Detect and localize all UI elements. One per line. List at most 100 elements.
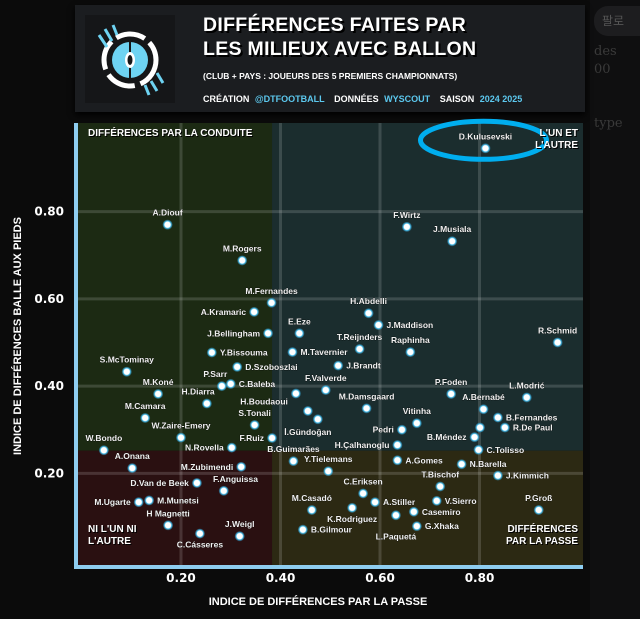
y-tick-label: 0.20 [34, 466, 64, 480]
y-tick-label: 0.60 [34, 292, 64, 306]
data-label: M.Munetsi [157, 495, 199, 505]
data-point [533, 505, 544, 516]
side-text: type [594, 116, 623, 131]
x-tick-label: 0.60 [365, 571, 395, 585]
data-label: P.Sarr [203, 369, 228, 379]
data-point [263, 328, 274, 339]
data-point [401, 221, 412, 232]
data-point [267, 433, 278, 444]
data-point [232, 361, 243, 372]
data-point [469, 432, 480, 443]
data-point [447, 236, 458, 247]
y-tick-label: 0.40 [34, 379, 64, 393]
data-label: G.Xhaka [425, 521, 459, 531]
data-label: K.Rodriguez [327, 514, 377, 524]
data-point [287, 347, 298, 358]
data-point [294, 328, 305, 339]
data-point [306, 505, 317, 516]
data-point [354, 344, 365, 355]
data-point [473, 444, 484, 455]
data-label: H.Diarra [182, 387, 215, 397]
data-label: P.Groß [525, 493, 552, 503]
data-point [249, 419, 260, 430]
data-label: H.Boudaoui [240, 397, 288, 407]
data-label: B.Fernandes [506, 413, 558, 423]
quadrant-dribble [78, 123, 273, 451]
data-point [234, 531, 245, 542]
data-point [225, 378, 236, 389]
data-label: A.Diouf [152, 208, 182, 218]
data-point [478, 404, 489, 415]
data-label: J.Kimmich [506, 471, 549, 481]
data-point [290, 388, 301, 399]
side-text: des [594, 44, 617, 59]
data-point [446, 388, 457, 399]
data-point [405, 347, 416, 358]
data-label: F.Wirtz [393, 210, 420, 220]
data-label: R.De Paul [513, 423, 553, 433]
data-point [201, 398, 212, 409]
data-label: P.Foden [435, 377, 467, 387]
credit-handle: @DTFOOTBALL [254, 94, 325, 104]
data-label: Casemiro [422, 507, 461, 517]
data-label: B.Guimarães [267, 444, 320, 454]
data-point [333, 360, 344, 371]
data-label: F.Valverde [305, 373, 347, 383]
data-label: M.Ugarte [94, 497, 131, 507]
data-label: J.Musiala [433, 224, 472, 234]
data-label: J.Maddison [387, 320, 434, 330]
data-label: R.Schmid [538, 325, 577, 335]
x-axis-title: INDICE DE DIFFÉRENCES PAR LA PASSE [208, 596, 428, 608]
data-point [236, 461, 247, 472]
data-label: C.Baleba [239, 379, 276, 389]
follow-button[interactable]: 팔로 [594, 6, 640, 36]
quadrant-label-top-right: L'UN ET L'AUTRE [535, 128, 578, 151]
data-label: M.Koné [143, 377, 174, 387]
data-point [320, 385, 331, 396]
data-point [302, 405, 313, 416]
data-point [121, 366, 132, 377]
data-source: WYSCOUT [384, 94, 431, 104]
data-point [218, 485, 229, 496]
data-point [492, 470, 503, 481]
data-label: Vitinha [403, 406, 431, 416]
data-point [237, 255, 248, 266]
data-point [363, 308, 374, 319]
data-point [361, 403, 372, 414]
chart-title: DIFFÉRENCES FAITES PAR LES MILIEUX AVEC … [203, 13, 476, 61]
data-point [521, 392, 532, 403]
data-point [163, 520, 174, 531]
data-label: V.Sierro [445, 496, 477, 506]
data-point [392, 440, 403, 451]
data-point [191, 477, 202, 488]
quadrant-label-bottom-left: NI L'UN NI L'AUTRE [88, 524, 137, 547]
data-point [552, 337, 563, 348]
data-label: A.Kramaric [201, 307, 247, 317]
data-label: İ.Gündoğan [284, 427, 331, 437]
data-label: D.Szoboszlai [245, 362, 297, 372]
data-point [456, 459, 467, 470]
dtfootball-logo [85, 15, 175, 103]
data-label: J.Weigl [225, 519, 255, 529]
y-axis-line [74, 123, 78, 569]
data-point [492, 412, 503, 423]
data-point [358, 488, 369, 499]
data-point [153, 388, 164, 399]
data-label: A.Stiller [383, 497, 416, 507]
data-label: F.Anguissa [213, 474, 258, 484]
data-point [312, 414, 323, 425]
data-point [297, 524, 308, 535]
data-point [288, 456, 299, 467]
data-label: N.Barella [470, 459, 507, 469]
data-label: J.Bellingham [207, 328, 260, 338]
data-label: L.Paquetá [376, 531, 417, 541]
data-label: L.Modrić [509, 380, 545, 390]
background-side-panel: 팔로 des 00 type [590, 0, 640, 619]
data-point [396, 424, 407, 435]
x-tick-label: 0.40 [266, 571, 296, 585]
quadrant-label-top-left: DIFFÉRENCES PAR LA CONDUITE [88, 128, 253, 139]
data-point [206, 347, 217, 358]
data-point [480, 143, 491, 154]
y-tick-label: 0.80 [34, 205, 64, 219]
